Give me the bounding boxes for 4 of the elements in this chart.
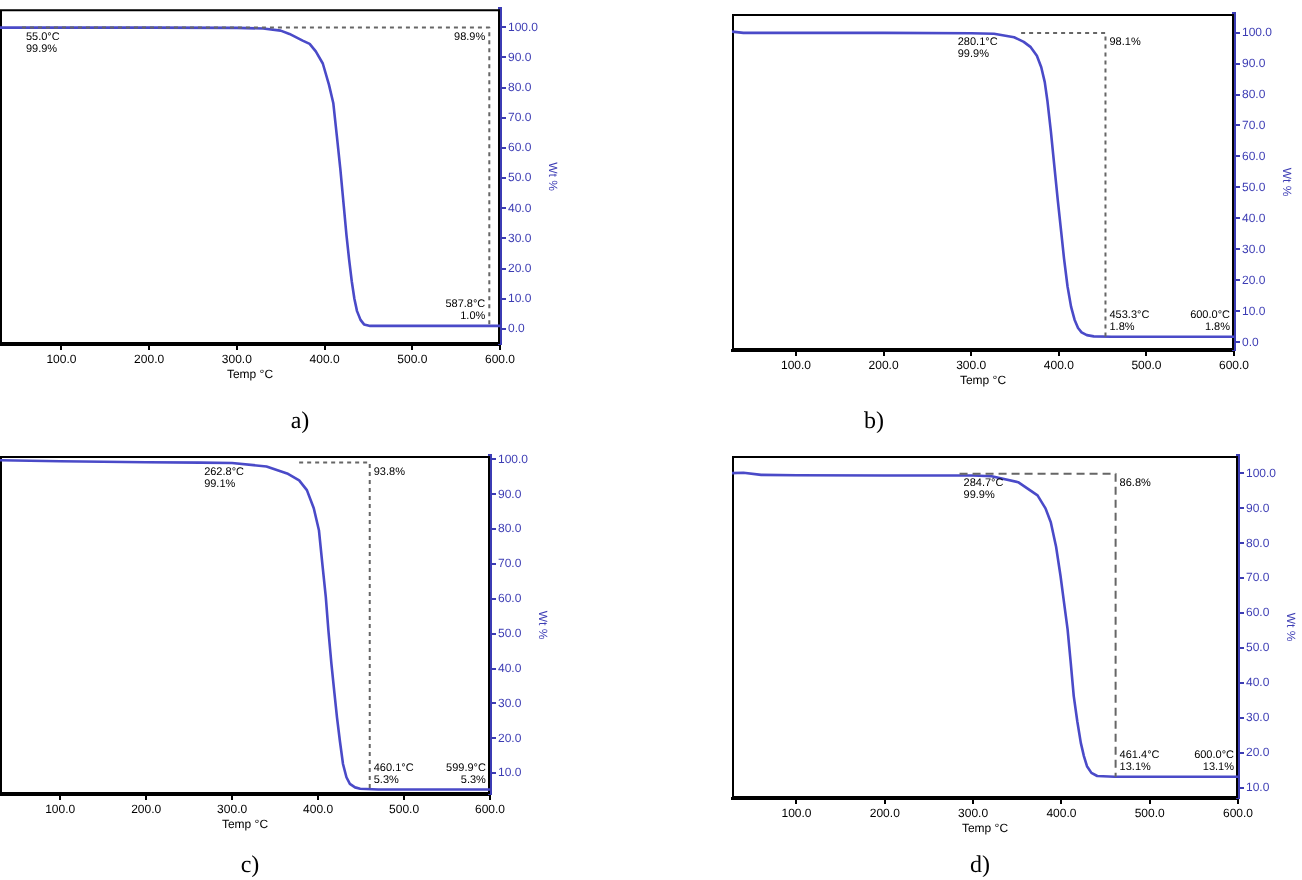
text: b) xyxy=(864,406,884,434)
text: d) xyxy=(970,850,990,878)
text: a) xyxy=(290,406,310,434)
text: c) xyxy=(240,850,260,878)
